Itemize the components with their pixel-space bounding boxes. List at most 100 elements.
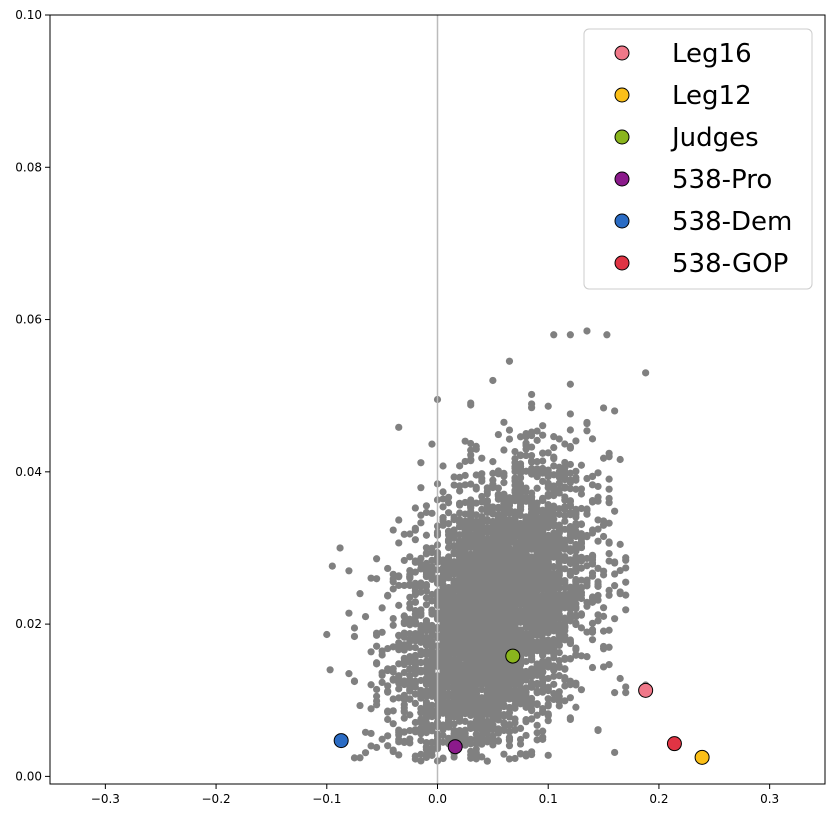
cloud-point [516, 452, 525, 460]
cloud-point [522, 611, 530, 619]
cloud-point [483, 677, 491, 685]
cloud-point [461, 567, 469, 575]
cloud-point [622, 683, 630, 691]
cloud-point [456, 581, 464, 590]
cloud-point [472, 471, 480, 479]
cloud-point [395, 679, 403, 687]
cloud-point [611, 689, 619, 697]
cloud-point [439, 687, 447, 695]
cloud-point [561, 584, 569, 592]
cloud-point [494, 541, 502, 549]
cloud-point [611, 407, 619, 415]
cloud-point [422, 719, 431, 727]
cloud-point [494, 729, 502, 737]
cloud-point [533, 584, 541, 592]
cloud-point [522, 688, 530, 696]
cloud-point [533, 555, 541, 563]
cloud-point [544, 573, 552, 581]
cloud-point [550, 584, 558, 592]
cloud-point [572, 645, 580, 654]
cloud-point [450, 644, 458, 652]
legend-label: Judges [670, 123, 759, 153]
cloud-point [461, 705, 469, 713]
cloud-point [483, 484, 491, 492]
legend-marker-leg12 [614, 87, 630, 103]
cloud-point [500, 598, 508, 607]
cloud-point [336, 544, 344, 552]
cloud-point [505, 561, 514, 569]
cloud-point [417, 622, 425, 630]
cloud-point [406, 653, 414, 661]
cloud-point [550, 650, 558, 658]
cloud-point [395, 646, 403, 654]
cloud-point [555, 526, 563, 534]
cloud-point [533, 606, 541, 614]
cloud-point [544, 578, 552, 586]
cloud-point [411, 679, 419, 688]
cloud-point [577, 530, 586, 538]
cloud-point [594, 525, 602, 533]
cloud-point [395, 694, 403, 702]
cloud-point [467, 456, 475, 464]
cloud-point [378, 604, 386, 612]
cloud-point [522, 699, 530, 707]
cloud-point [472, 593, 480, 601]
cloud-point [472, 708, 480, 716]
cloud-point [472, 725, 480, 733]
cloud-point [428, 590, 436, 599]
cloud-point [456, 671, 464, 679]
cloud-point [544, 501, 552, 509]
cloud-point [555, 510, 563, 518]
cloud-point [389, 747, 397, 756]
cloud-point [500, 446, 508, 454]
cloud-point [599, 454, 608, 462]
y-tick-label: 0.10 [15, 8, 42, 22]
cloud-point [505, 536, 514, 544]
cloud-point [411, 632, 419, 640]
cloud-point [478, 505, 486, 514]
cloud-point [489, 594, 497, 602]
cloud-point [373, 555, 381, 563]
cloud-point [611, 582, 619, 590]
cloud-point [555, 656, 563, 665]
cloud-point [406, 643, 414, 652]
cloud-point [395, 660, 403, 668]
cloud-point [373, 743, 381, 752]
cloud-point [456, 659, 464, 667]
cloud-point [456, 716, 464, 724]
cloud-point [411, 690, 419, 698]
cloud-point [489, 458, 497, 466]
cloud-point [516, 688, 525, 696]
cloud-point [400, 612, 408, 620]
cloud-point [555, 663, 563, 671]
cloud-point [467, 685, 475, 693]
cloud-point [550, 453, 558, 461]
cloud-point [533, 571, 541, 579]
cloud-point [544, 466, 552, 474]
cloud-point [406, 695, 414, 703]
cloud-point [439, 593, 447, 601]
cloud-point [472, 562, 480, 570]
cloud-point [400, 668, 408, 677]
cloud-point [500, 589, 508, 598]
cloud-point [550, 489, 558, 497]
cloud-point [489, 653, 497, 661]
cloud-point [572, 540, 580, 549]
cloud-point [583, 598, 591, 606]
cloud-point [583, 419, 591, 428]
cloud-point [472, 658, 480, 666]
cloud-point [505, 608, 514, 616]
cloud-point [555, 595, 563, 603]
cloud-point [583, 506, 591, 514]
cloud-point [522, 532, 530, 540]
cloud-point [411, 579, 419, 587]
cloud-point [395, 632, 403, 640]
cloud-point [561, 483, 569, 491]
cloud-point [450, 635, 458, 643]
cloud-point [422, 668, 431, 677]
cloud-point [511, 675, 519, 683]
cloud-point [505, 720, 514, 729]
cloud-point [528, 505, 536, 513]
cloud-point [428, 701, 436, 709]
